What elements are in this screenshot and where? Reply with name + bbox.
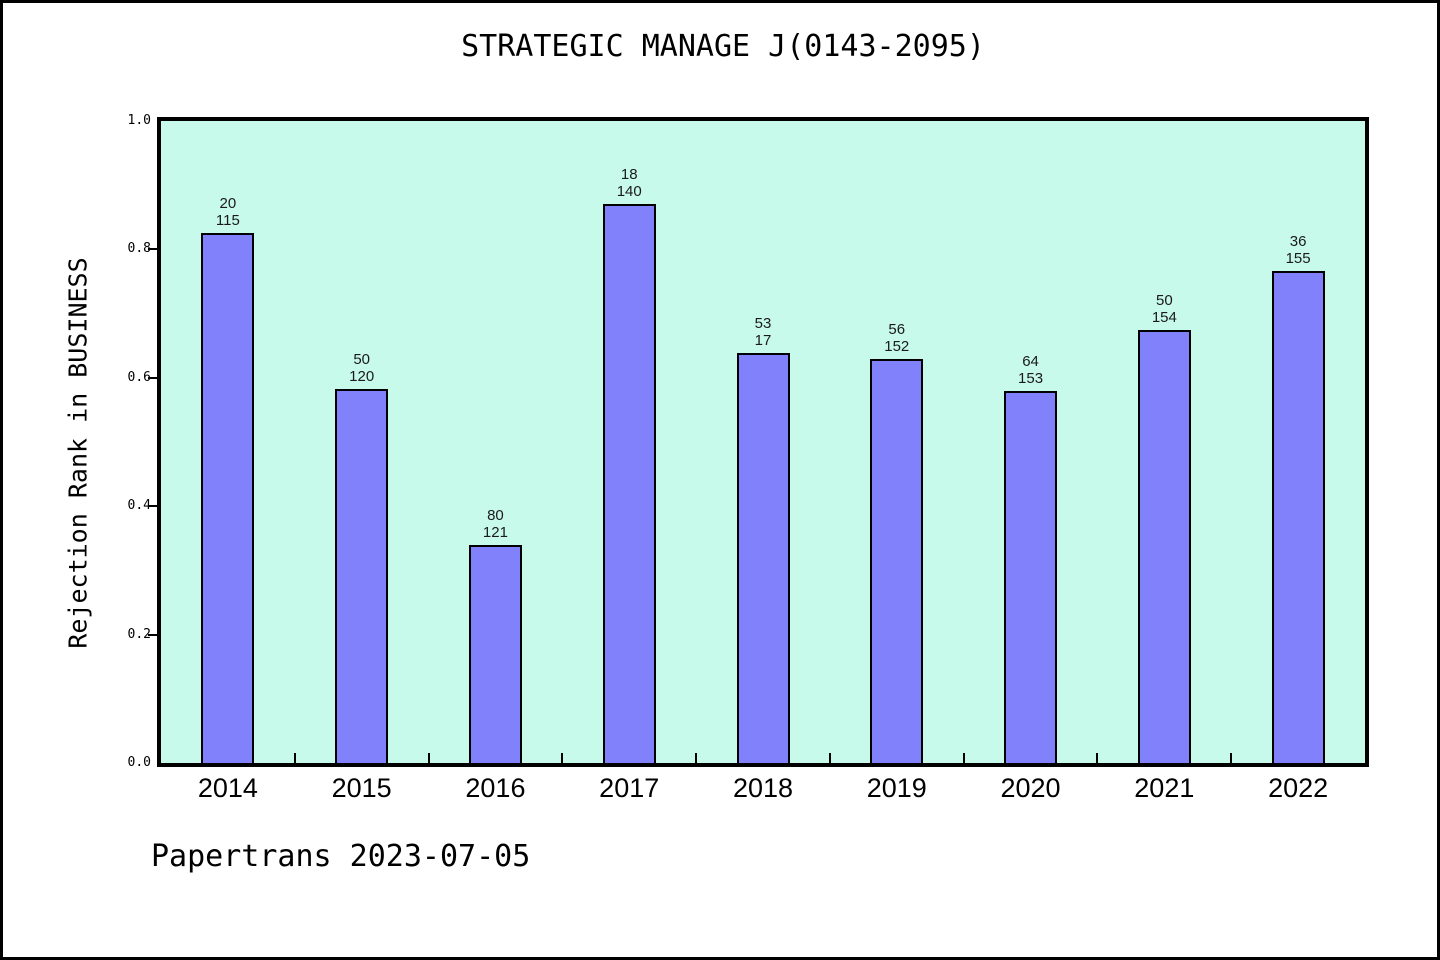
y-tick-mark: [148, 633, 157, 636]
bar-value-label: 36 155: [1285, 232, 1311, 267]
x-tick-label-2020: 2020: [1000, 773, 1061, 803]
x-minor-tick: [561, 753, 564, 763]
bar-value-label: 53 17: [754, 315, 772, 350]
y-tick-label: 0.0: [127, 755, 151, 770]
y-tick-mark: [148, 505, 157, 508]
bar-value-label: 50 120: [349, 350, 375, 385]
bar-2016: [468, 545, 522, 763]
x-tick-label-2017: 2017: [599, 773, 660, 803]
bar-value-label: 50 154: [1151, 292, 1177, 327]
x-tick-label-2019: 2019: [866, 773, 927, 803]
y-axis-title: Rejection Rank in BUSINESS: [63, 257, 93, 649]
bar-2021: [1137, 330, 1191, 763]
x-minor-tick: [962, 753, 965, 763]
x-tick-label-2016: 2016: [465, 773, 526, 803]
footer-watermark: Papertrans 2023-07-05: [151, 839, 531, 874]
y-tick-label: 1.0: [127, 113, 151, 128]
x-minor-tick: [1230, 753, 1233, 763]
bar-value-label: 56 152: [884, 320, 910, 355]
bar-2020: [1004, 390, 1058, 763]
x-tick-label-2021: 2021: [1134, 773, 1195, 803]
bar-2022: [1271, 270, 1325, 763]
x-minor-tick: [828, 753, 831, 763]
y-tick-label: 0.2: [127, 626, 151, 642]
bar-2014: [201, 232, 255, 763]
bar-value-label: 18 140: [616, 166, 642, 201]
x-minor-tick: [427, 753, 430, 763]
bar-value-label: 64 153: [1018, 352, 1044, 387]
x-tick-label-2015: 2015: [331, 773, 392, 803]
bar-2017: [602, 204, 656, 763]
plot-area: [157, 117, 1369, 767]
x-tick-label-2022: 2022: [1268, 773, 1329, 803]
bar-2019: [870, 358, 924, 763]
bar-2015: [335, 388, 389, 763]
y-tick-label: 0.4: [127, 498, 151, 514]
y-tick-label: 0.8: [127, 241, 151, 257]
x-minor-tick: [695, 753, 698, 763]
bar-value-label: 20 115: [215, 194, 240, 229]
y-tick-mark: [148, 248, 157, 251]
chart-title: STRATEGIC MANAGE J(0143-2095): [461, 29, 985, 64]
y-tick-mark: [148, 376, 157, 379]
x-tick-label-2018: 2018: [732, 773, 794, 803]
x-minor-tick: [1096, 753, 1099, 763]
bar-value-label: 80 121: [482, 507, 508, 542]
y-tick-label: 0.6: [127, 369, 151, 385]
x-minor-tick: [293, 753, 296, 763]
x-tick-label-2014: 2014: [197, 773, 258, 803]
bar-2018: [736, 353, 790, 763]
